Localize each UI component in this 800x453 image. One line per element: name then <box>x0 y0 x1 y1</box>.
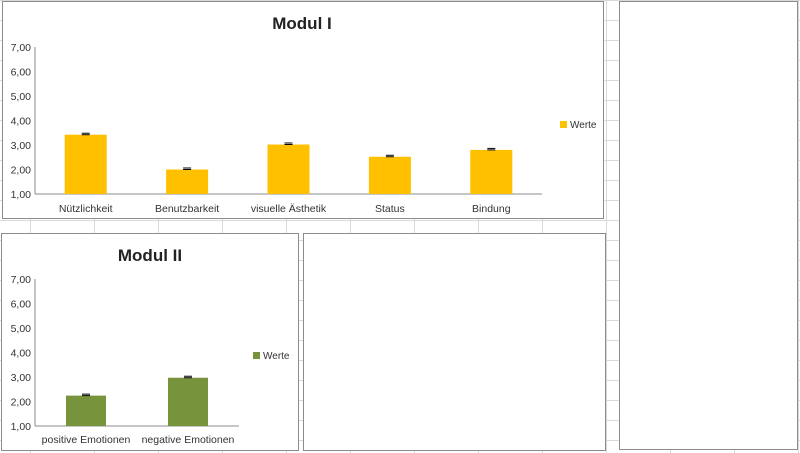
chart-modul-4: Modul IV-5,0-4,0-3,0-2,0-1,00,01,02,03,0… <box>619 1 798 450</box>
chart-modul-2-svg: Modul II 1,00 2,00 3,00 4,00 5,00 6,00 7,00 posi… <box>11 246 290 446</box>
legend-swatch <box>253 352 260 359</box>
category-label: visuelle Ästhetik <box>251 203 327 215</box>
bar <box>267 144 310 194</box>
chart-title: Modul I <box>272 14 331 33</box>
category-label: negative Emotionen <box>142 434 235 446</box>
bar <box>368 156 411 194</box>
bar <box>66 395 106 426</box>
chart-modul-4-svg: Modul IV-5,0-4,0-3,0-2,0-1,00,01,02,03,0… <box>620 2 797 449</box>
chart-title: Modul II <box>118 246 182 265</box>
category-label: Status <box>375 203 405 215</box>
legend-label: Werte <box>263 351 290 362</box>
y-tick-label: 7,00 <box>11 274 32 286</box>
chart-modul-2: Modul II 1,00 2,00 3,00 4,00 5,00 6,00 7,00 posi… <box>1 233 299 451</box>
category-label: Bindung <box>472 203 511 215</box>
category-label: Benutzbarkeit <box>155 203 219 215</box>
y-tick-label: 5,00 <box>11 91 32 103</box>
chart-modul-1-svg: Modul I 1,00 2,00 3,00 4,00 5,00 6,00 7,00 Nützl… <box>11 14 597 215</box>
y-tick-label: 2,00 <box>11 165 32 177</box>
category-label: Nützlichkeit <box>59 203 113 215</box>
y-tick-label: 1,00 <box>11 189 32 201</box>
y-tick-label: 6,00 <box>11 299 32 311</box>
legend-label: Werte <box>570 120 597 131</box>
y-tick-label: 7,00 <box>11 42 32 54</box>
y-tick-label: 3,00 <box>11 140 32 152</box>
bar <box>166 169 209 194</box>
y-tick-label: 2,00 <box>11 397 32 409</box>
bar <box>168 377 208 426</box>
legend-swatch <box>560 121 567 128</box>
y-tick-label: 1,00 <box>11 421 32 433</box>
chart-modul-1: Modul I 1,00 2,00 3,00 4,00 5,00 6,00 7,00 Nützl… <box>2 1 604 219</box>
bar <box>64 134 107 194</box>
y-tick-label: 6,00 <box>11 67 32 79</box>
y-tick-label: 4,00 <box>11 116 32 128</box>
y-tick-label: 3,00 <box>11 372 32 384</box>
y-tick-label: 4,00 <box>11 348 32 360</box>
y-tick-label: 5,00 <box>11 323 32 335</box>
chart-modul-3-svg: Modul III1,002,003,004,005,006,007,00Nut… <box>304 234 605 450</box>
category-label: positive Emotionen <box>42 434 131 446</box>
bar <box>470 149 513 194</box>
chart-modul-3: Modul III1,002,003,004,005,006,007,00Nut… <box>303 233 606 451</box>
